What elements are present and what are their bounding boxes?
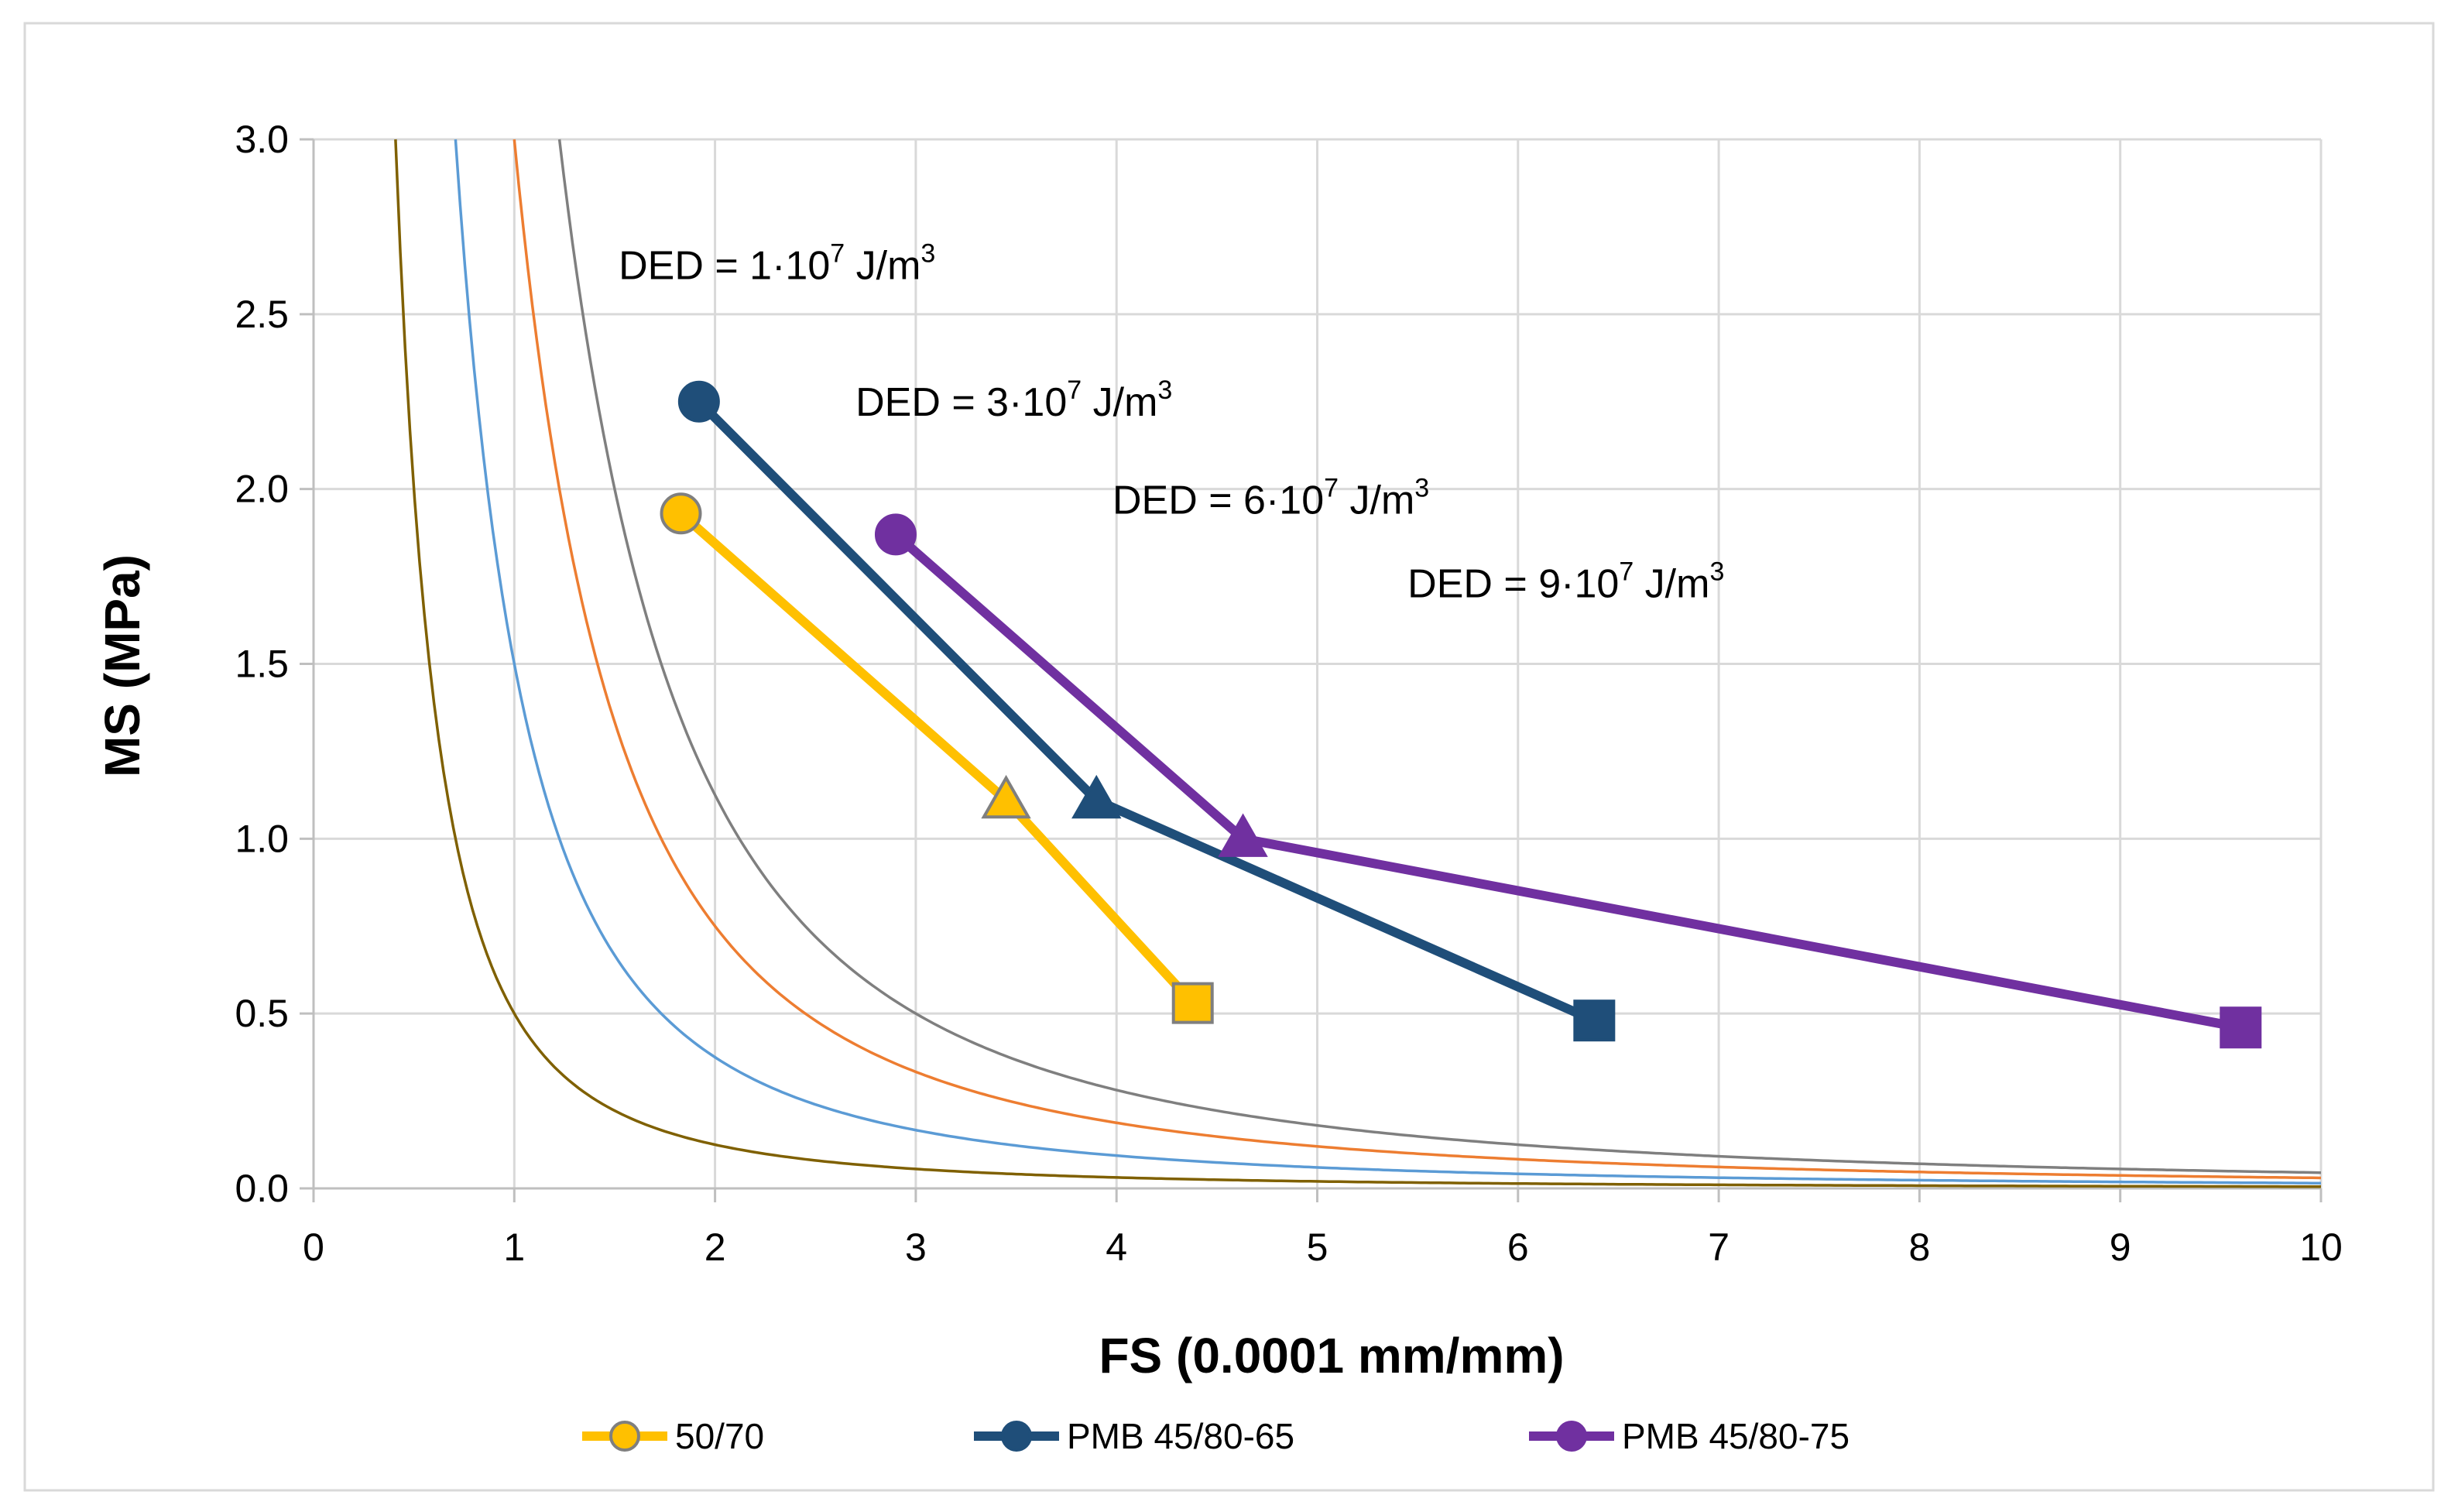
x-tick-label: 2 [704,1226,726,1269]
ded-curve-2 [454,139,2321,1185]
data-point-circle [874,513,917,556]
ded-labels: DED = 1·107 J/m3 DED = 3·107 J/m3 DED = 6·… [619,239,1724,607]
x-tick-label: 10 [2299,1226,2343,1269]
ded-label-1: DED = 1·107 J/m3 [619,239,935,289]
legend-label: 50/70 [675,1416,764,1456]
series-1 [660,492,1214,1024]
y-axis-title: MS (MPa) [94,554,150,777]
x-tick-label: 1 [503,1226,525,1269]
ded-curve-1 [394,139,2321,1188]
data-point-triangle [981,774,1031,819]
x-tick-label: 3 [905,1226,927,1269]
data-point-triangle [1218,813,1268,857]
x-tick-label: 6 [1507,1226,1529,1269]
y-tick-label: 0.5 [235,992,289,1035]
x-tick-label: 0 [303,1226,324,1269]
data-point-square [1171,982,1214,1024]
axes: 0 1 2 3 4 5 6 7 8 9 10 0.0 0.5 1.0 1.5 2.0 2.5 3.0 [235,118,2342,1269]
grid [314,138,2323,1188]
legend-swatch-marker [609,1421,640,1452]
data-point-triangle [1071,774,1122,819]
x-tick-label: 7 [1708,1226,1730,1269]
chart-frame [23,22,2435,1492]
y-tick-label: 0.0 [235,1167,289,1210]
ded-curves [394,139,2322,1188]
ded-label-2: DED = 3·107 J/m3 [855,375,1172,425]
x-tick-label: 8 [1908,1226,1930,1269]
legend-swatch-marker [1001,1421,1032,1452]
ded-curve-3 [513,139,2322,1180]
legend-item-3: PMB 45/80-75 [1529,1416,1849,1456]
legend-label: PMB 45/80-65 [1067,1416,1294,1456]
y-tick-label: 1.5 [235,643,289,686]
y-tick-label: 2.5 [235,293,289,336]
y-tick-label: 1.0 [235,817,289,860]
legend: 50/70 PMB 45/80-65 PMB 45/80-75 [582,1416,1849,1456]
legend-item-1: 50/70 [582,1416,764,1456]
ded-curve-4 [557,139,2322,1174]
y-tick-label: 2.0 [235,468,289,511]
x-tick-label: 4 [1106,1226,1127,1269]
series [660,380,2262,1049]
legend-label: PMB 45/80-75 [1622,1416,1849,1456]
data-point-square [1573,999,1616,1042]
y-tick-label: 3.0 [235,118,289,161]
x-tick-label: 9 [2110,1226,2131,1269]
legend-item-2: PMB 45/80-65 [974,1416,1294,1456]
data-point-circle [677,380,720,423]
series-2 [677,380,1616,1042]
ded-label-4: DED = 9·107 J/m3 [1407,557,1724,607]
x-axis-title: FS (0.0001 mm/mm) [1099,1328,1564,1383]
series-3 [874,513,2262,1049]
x-tick-label: 5 [1307,1226,1328,1269]
legend-swatch-marker [1556,1421,1587,1452]
data-point-square [2220,1006,2262,1049]
ded-label-3: DED = 6·107 J/m3 [1112,473,1429,523]
data-point-circle [660,492,702,535]
